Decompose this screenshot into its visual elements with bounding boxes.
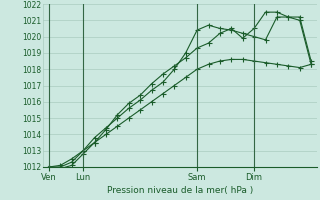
X-axis label: Pression niveau de la mer( hPa ): Pression niveau de la mer( hPa ): [107, 186, 253, 195]
